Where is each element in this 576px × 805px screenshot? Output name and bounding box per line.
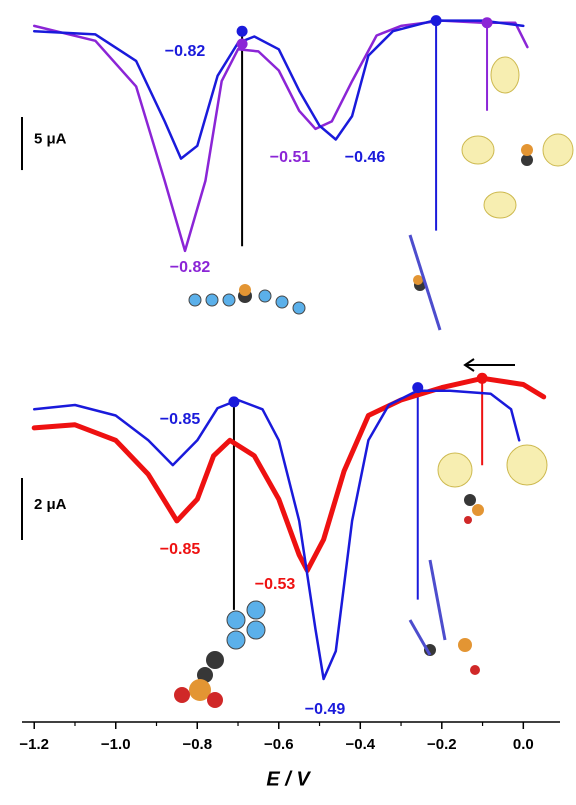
scan-arrow — [463, 358, 515, 372]
x-tick-label: 0.0 — [513, 736, 534, 753]
marker-dot — [236, 38, 248, 50]
marker-dot — [430, 15, 442, 27]
x-tick-label: −1.0 — [101, 736, 131, 753]
peak-label: −0.85 — [160, 411, 201, 428]
marker-dot — [481, 17, 493, 29]
x-tick-label: −0.2 — [427, 736, 457, 753]
marker-dot — [228, 396, 240, 408]
peak-label: −0.82 — [165, 43, 206, 60]
curve — [32, 389, 521, 681]
x-tick-label: −1.2 — [19, 736, 49, 753]
peak-label: −0.53 — [255, 576, 296, 593]
x-tick-label: −0.4 — [345, 736, 375, 753]
x-tick-label: −0.8 — [182, 736, 212, 753]
marker-dot — [412, 382, 424, 394]
marker-dot — [236, 25, 248, 37]
peak-label: −0.46 — [345, 149, 386, 166]
marker-dot — [476, 372, 488, 384]
peak-label: −0.49 — [305, 701, 346, 718]
x-tick-label: −0.6 — [264, 736, 294, 753]
peak-label: −0.51 — [270, 149, 311, 166]
peak-label: −0.82 — [170, 259, 211, 276]
scale-bar-label: 5 μA — [34, 130, 67, 147]
scale-bar-label: 2 μA — [34, 496, 67, 513]
curve — [32, 19, 525, 160]
x-axis-title: E / V — [266, 768, 311, 790]
peak-label: −0.85 — [160, 541, 201, 558]
molecule-decor — [174, 56, 574, 708]
